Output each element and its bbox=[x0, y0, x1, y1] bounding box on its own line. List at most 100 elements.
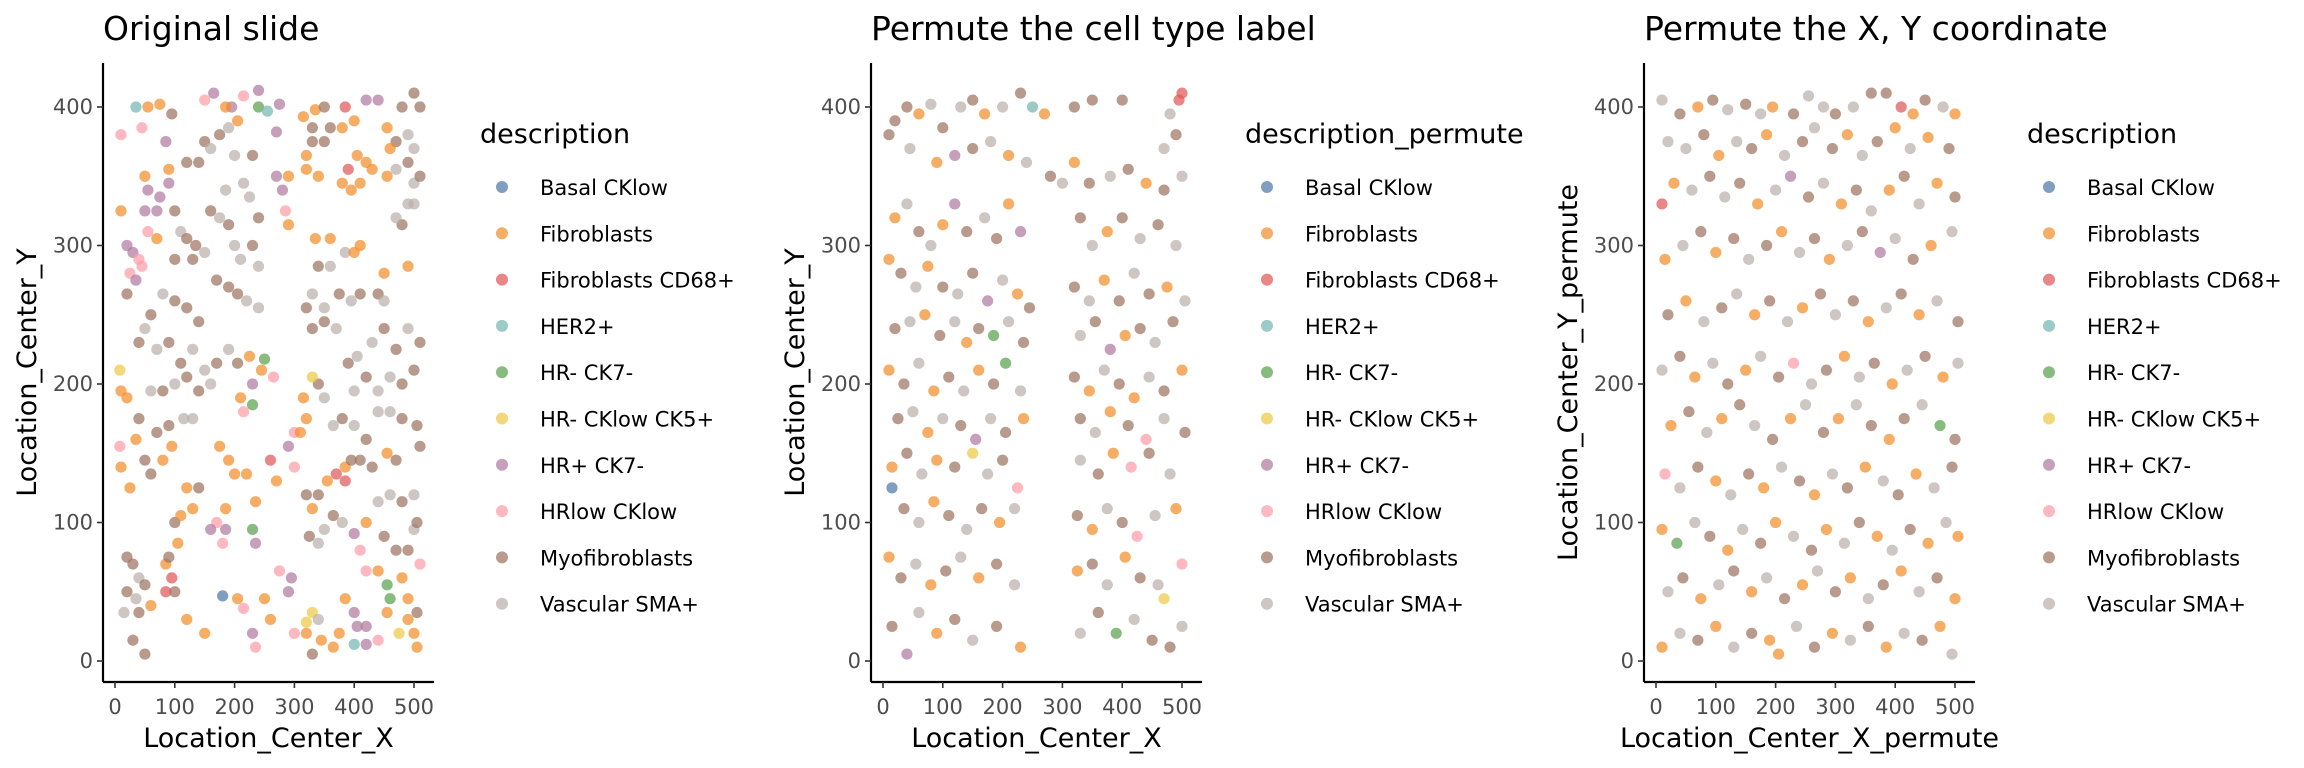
data-point bbox=[193, 316, 205, 328]
data-point bbox=[1122, 419, 1134, 432]
data-point bbox=[136, 122, 148, 134]
data-point bbox=[229, 239, 241, 252]
data-point bbox=[115, 129, 127, 141]
data-point bbox=[384, 406, 396, 418]
data-point bbox=[1179, 295, 1191, 307]
x-tick-label: 500 bbox=[394, 695, 434, 719]
data-point bbox=[1719, 191, 1731, 203]
data-point bbox=[1668, 177, 1680, 189]
data-point bbox=[955, 551, 967, 563]
data-point bbox=[312, 170, 324, 182]
legend-key bbox=[2043, 227, 2055, 240]
data-point bbox=[1104, 343, 1116, 355]
data-point bbox=[234, 253, 247, 265]
data-point bbox=[1014, 385, 1027, 397]
data-point bbox=[1128, 613, 1140, 626]
data-point bbox=[402, 129, 414, 141]
data-point bbox=[1764, 634, 1776, 646]
data-point bbox=[1116, 516, 1128, 529]
data-point bbox=[1170, 239, 1182, 252]
data-point bbox=[1838, 350, 1850, 362]
data-point bbox=[166, 108, 178, 120]
data-point bbox=[1149, 509, 1161, 522]
data-point bbox=[1722, 544, 1734, 556]
data-point bbox=[904, 142, 916, 155]
data-point bbox=[1946, 461, 1958, 473]
data-point bbox=[393, 627, 405, 639]
legend-key bbox=[496, 273, 508, 286]
data-point bbox=[378, 267, 390, 279]
data-point bbox=[1656, 641, 1668, 653]
data-point bbox=[1074, 454, 1086, 466]
data-point bbox=[157, 288, 169, 300]
data-point bbox=[366, 336, 378, 349]
data-point bbox=[1820, 523, 1833, 536]
legend: description Basal CKlow Fibroblasts Fibrobl… bbox=[480, 119, 735, 617]
y-tick-label: 0 bbox=[80, 649, 93, 673]
data-point bbox=[339, 101, 351, 113]
data-point bbox=[324, 122, 336, 134]
data-point bbox=[237, 177, 250, 189]
data-point bbox=[922, 260, 934, 272]
data-point bbox=[115, 461, 127, 473]
data-point bbox=[139, 454, 151, 466]
data-point bbox=[330, 323, 342, 335]
data-point bbox=[402, 613, 414, 626]
data-point bbox=[351, 620, 363, 632]
data-point bbox=[970, 433, 982, 445]
data-point bbox=[1772, 371, 1785, 383]
data-point bbox=[1674, 482, 1686, 494]
data-point bbox=[342, 357, 354, 369]
data-point bbox=[1707, 94, 1719, 106]
data-point bbox=[1011, 482, 1024, 494]
data-point bbox=[181, 613, 193, 626]
data-point bbox=[1871, 530, 1883, 542]
legend-key bbox=[496, 319, 508, 332]
scatter-panel-3: Permute the X, Y coordinate 0 100 200 300 400… bbox=[1553, 9, 2282, 754]
legend-key bbox=[496, 551, 508, 564]
data-point bbox=[145, 385, 157, 397]
data-point bbox=[1656, 523, 1668, 536]
data-point bbox=[157, 454, 169, 466]
scatter-panel-2: Permute the cell type label 0 100 200 300 400… bbox=[780, 9, 1524, 754]
data-point bbox=[883, 551, 895, 563]
data-point bbox=[396, 378, 408, 390]
data-point bbox=[321, 475, 333, 487]
data-point bbox=[360, 638, 372, 650]
data-point bbox=[372, 565, 384, 577]
data-point bbox=[949, 461, 961, 473]
data-point bbox=[163, 336, 175, 349]
data-point bbox=[178, 413, 190, 425]
data-point bbox=[360, 565, 372, 577]
data-point bbox=[1865, 205, 1877, 217]
data-point bbox=[1883, 433, 1895, 445]
data-point bbox=[163, 551, 175, 563]
data-point bbox=[318, 316, 330, 328]
data-point bbox=[1110, 627, 1122, 639]
data-point bbox=[160, 586, 172, 598]
x-tick-label: 0 bbox=[876, 695, 889, 719]
plot-title: Original slide bbox=[103, 9, 319, 48]
data-point bbox=[336, 413, 348, 425]
data-point bbox=[1662, 586, 1674, 598]
data-point bbox=[381, 122, 393, 134]
data-point bbox=[402, 260, 414, 272]
data-point bbox=[199, 364, 211, 376]
data-point bbox=[1937, 371, 1949, 383]
data-point bbox=[1850, 399, 1862, 411]
legend-label: HRlow CKlow bbox=[540, 500, 677, 524]
data-point bbox=[1949, 191, 1961, 203]
data-point bbox=[115, 205, 127, 217]
data-point bbox=[252, 260, 265, 272]
data-point bbox=[217, 590, 229, 602]
data-point bbox=[1725, 489, 1737, 501]
data-point bbox=[1002, 149, 1015, 162]
plot-title: Permute the X, Y coordinate bbox=[1644, 9, 2108, 48]
data-point bbox=[1014, 87, 1027, 99]
data-point bbox=[237, 602, 250, 614]
legend-label: HER2+ bbox=[1305, 315, 1380, 339]
y-tick-label: 300 bbox=[821, 234, 861, 258]
data-point bbox=[1913, 309, 1925, 321]
data-point bbox=[1074, 329, 1086, 342]
data-point bbox=[883, 129, 895, 141]
